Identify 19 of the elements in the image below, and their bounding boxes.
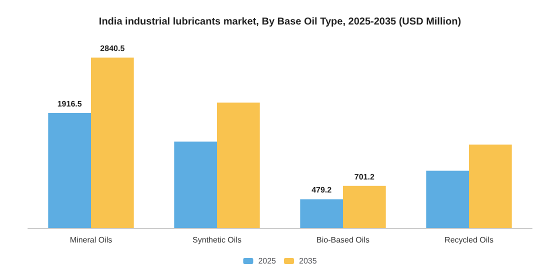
bar <box>217 102 260 228</box>
bar <box>469 144 512 228</box>
x-tick-label: Recycled Oils <box>444 236 494 244</box>
x-tick-label: Mineral Oils <box>70 236 112 244</box>
data-label: 479.2 <box>312 186 332 195</box>
legend-label: 2025 <box>258 256 277 266</box>
bar <box>343 186 386 228</box>
legend-label: 2035 <box>299 256 318 266</box>
bar <box>300 199 343 228</box>
bar <box>426 170 469 228</box>
data-label: 701.2 <box>354 172 375 182</box>
bar <box>48 113 91 228</box>
x-tick-label: Bio-Based Oils <box>316 236 370 244</box>
data-label: 1916.5 <box>57 100 82 109</box>
bar <box>91 58 134 228</box>
bar <box>174 142 217 228</box>
chart-title: India industrial lubricants market, By Base Oil Type, 2025-2035 (USD Million) <box>98 16 462 28</box>
x-tick-label: Synthetic Oils <box>192 236 242 244</box>
data-label: 2840.5 <box>100 44 126 54</box>
